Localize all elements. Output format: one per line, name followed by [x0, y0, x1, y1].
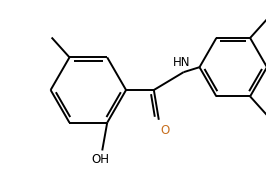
Text: OH: OH — [91, 153, 109, 166]
Text: HN: HN — [173, 56, 190, 69]
Text: O: O — [160, 124, 169, 137]
